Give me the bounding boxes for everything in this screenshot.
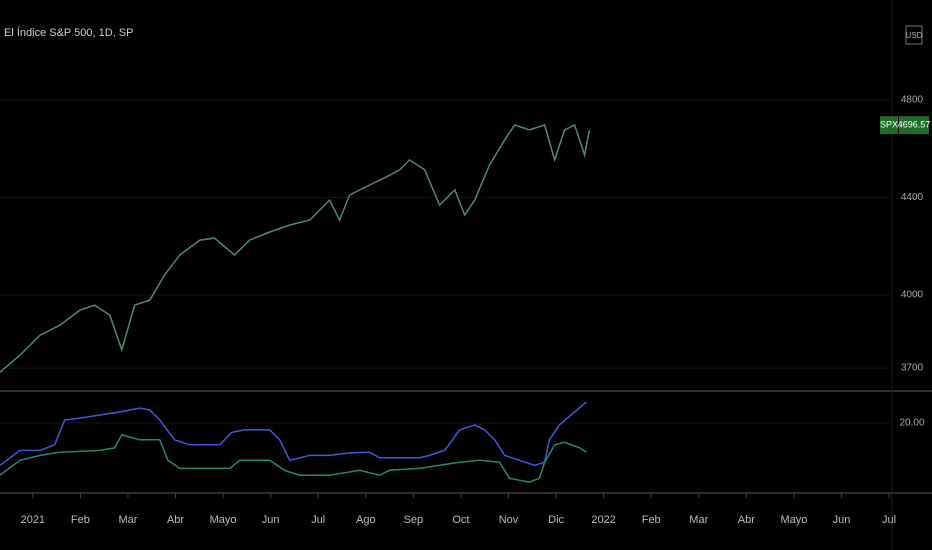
currency: USD xyxy=(906,31,923,40)
x-tick-label: Sep xyxy=(404,514,424,526)
series-line xyxy=(0,401,587,467)
y-tick-label: 4800 xyxy=(901,95,924,106)
x-tick-label: Mar xyxy=(689,514,708,526)
x-tick-label: 2022 xyxy=(591,514,615,526)
x-tick-label: Feb xyxy=(642,514,661,526)
y-tick-label: 20.00 xyxy=(899,418,924,429)
last-price-badge xyxy=(880,116,898,135)
x-tick-label: Jul xyxy=(311,514,325,526)
x-tick-label: Mayo xyxy=(780,514,807,526)
y-tick-label: 3700 xyxy=(901,363,924,374)
last-price-label: 4696.57 xyxy=(898,120,931,130)
x-tick-label: Jul xyxy=(882,514,896,526)
symbol-label: SPX xyxy=(880,120,898,130)
x-tick-label: Nov xyxy=(499,514,519,526)
series-line xyxy=(0,434,587,483)
x-tick-label: Abr xyxy=(738,514,755,526)
series-line xyxy=(0,123,591,373)
x-tick-label: Mayo xyxy=(210,514,237,526)
x-tick-label: Mar xyxy=(118,514,137,526)
x-tick-label: 2021 xyxy=(21,514,45,526)
x-tick-label: Ago xyxy=(356,514,376,526)
last-price-badge xyxy=(899,116,929,135)
x-tick-label: Jun xyxy=(262,514,280,526)
y-tick-label: 4000 xyxy=(901,290,924,301)
x-tick-label: Abr xyxy=(167,514,184,526)
currency-box xyxy=(905,25,923,45)
y-tick-label: 4400 xyxy=(901,192,924,203)
x-tick-label: Feb xyxy=(71,514,90,526)
chart-title: El Índice S&P 500, 1D, SP xyxy=(4,26,133,39)
x-tick-label: Dic xyxy=(548,514,564,526)
x-tick-label: Jun xyxy=(833,514,851,526)
x-tick-label: Oct xyxy=(452,514,469,526)
